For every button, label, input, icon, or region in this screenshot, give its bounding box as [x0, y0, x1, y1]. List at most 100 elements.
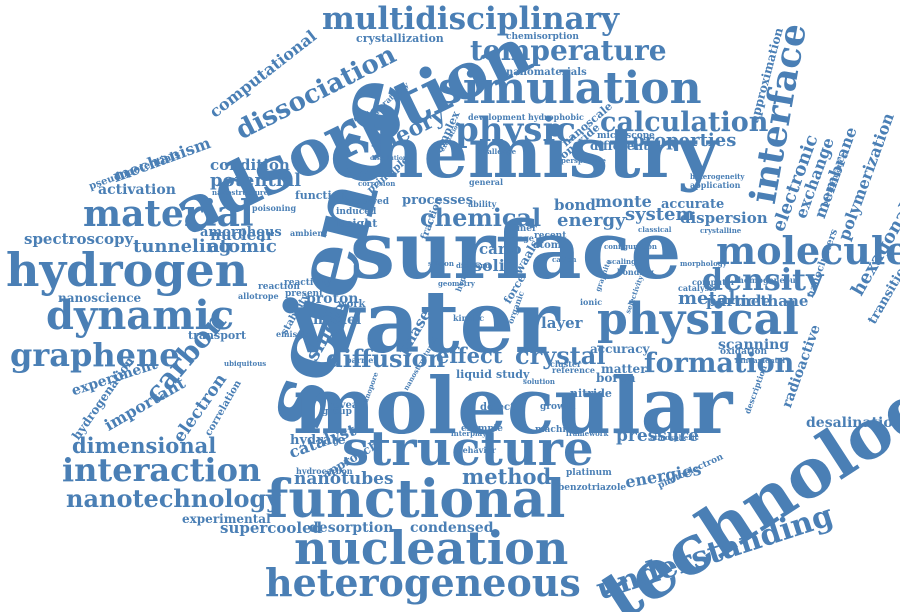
word-system: system	[625, 204, 695, 225]
word-pressure: pressure	[616, 426, 699, 446]
word-spectroscopy: spectroscopy	[24, 230, 134, 248]
word-desorption: desorption	[309, 520, 394, 536]
word-boron: boron	[596, 371, 636, 385]
word-silicon: silicon	[428, 259, 454, 268]
word-interaction: interaction	[62, 451, 262, 489]
word-simulation: simulation	[438, 63, 702, 114]
word-present: present	[285, 289, 324, 299]
word-formation: formation	[644, 348, 795, 379]
word-amorphous: amorphous	[200, 225, 282, 240]
word-perspective: perspective	[561, 156, 607, 165]
word-method: method	[462, 464, 552, 489]
word-homogeneous: homogeneous	[738, 275, 801, 285]
word-effect: effect	[436, 343, 503, 368]
word-desalination: desalination	[806, 415, 900, 431]
word-different: different	[590, 139, 649, 153]
word-study: study	[496, 368, 530, 381]
word-nitride: nitride	[570, 387, 612, 400]
word-recent: recent	[534, 231, 567, 241]
word-particle: particle	[706, 292, 772, 310]
word-supercooled: supercooled	[220, 519, 323, 537]
word-nucleation: nucleation	[294, 521, 569, 575]
word-nuclear: nuclear	[210, 226, 274, 244]
word-molecule: molecule	[716, 228, 900, 273]
word-liquid: liquid	[456, 368, 492, 381]
word-hydrate: hydrate	[290, 433, 346, 448]
word-heterogeneous: heterogeneous	[265, 560, 581, 605]
word-morphology: morphology	[680, 259, 727, 268]
word-barrier: barrier	[346, 355, 378, 365]
word-kinetic: kinetic	[453, 313, 485, 323]
word-methane: methane	[735, 292, 809, 310]
word-density: density	[702, 263, 824, 298]
word-oxidation: oxidation	[720, 347, 768, 357]
word-diffusion: diffusion	[326, 344, 446, 373]
word-chemical: chemical	[420, 203, 542, 232]
word-energy: energy	[557, 210, 626, 231]
word-bond: bond	[554, 196, 596, 214]
word-dimensional: dimensional	[72, 433, 217, 458]
word-molecular: molecular	[293, 361, 733, 452]
word-nanomaterials: nanomaterials	[506, 67, 587, 78]
word-surface: surface	[350, 203, 682, 297]
word-atom: atom	[533, 240, 562, 251]
word-scanning: scanning	[718, 337, 790, 353]
word-experimental: experimental	[182, 512, 271, 526]
word-nanoscience: nanoscience	[58, 291, 142, 305]
word-induced: induced	[336, 207, 377, 217]
word-ubiquitous: ubiquitous	[224, 359, 267, 368]
word-properties: properties	[632, 130, 737, 151]
word-condition: condition	[210, 156, 290, 174]
word-tunneling: tunneling	[133, 236, 232, 257]
word-structure: structure	[342, 421, 594, 477]
word-microscope: microscope	[597, 131, 655, 141]
word-condensed: condensed	[410, 520, 494, 536]
word-growth: growth	[540, 402, 576, 412]
word-dissolution: dissolution	[370, 155, 408, 162]
word-metal: metal	[678, 288, 736, 309]
word-computer: computer	[692, 277, 736, 287]
word-model: model	[313, 312, 362, 328]
word-calculation: calculation	[600, 107, 769, 138]
word-dynamic: dynamic	[46, 292, 235, 339]
word-graphene: graphene	[10, 336, 180, 374]
word-layer: layer	[541, 314, 583, 332]
word-bonding: bonding	[617, 267, 654, 277]
word-solid: solid	[473, 256, 517, 275]
word-reveal: reveal	[328, 400, 363, 411]
word-range: range	[508, 233, 534, 243]
word-accurate: accurate	[661, 197, 725, 212]
word-heterogeneity: heterogeneity	[690, 172, 745, 181]
word-transport: transport	[188, 329, 247, 342]
word-fundamental: fundamental	[735, 356, 785, 365]
word-chemisorption: chemisorption	[506, 32, 579, 42]
word-geometry: geometry	[438, 279, 475, 288]
word-nanostructure: nanostructure	[212, 188, 269, 197]
word-classical: classical	[638, 225, 672, 234]
word-development: development	[468, 112, 526, 122]
word-behavior: behavior	[457, 445, 496, 455]
word-nanotubes: nanotubes	[294, 469, 394, 489]
word-dimer: dimer	[507, 224, 537, 234]
word-hydrophobic: hydrophobic	[528, 112, 584, 122]
word-interplay: interplay	[451, 429, 487, 438]
word-diamond: diamond	[456, 261, 491, 270]
word-ambient: ambient	[290, 228, 327, 238]
word-defect: defect	[480, 402, 515, 413]
word-matter: matter	[601, 362, 647, 376]
word-chemistry: chemistry	[330, 111, 719, 194]
word-material: material	[83, 193, 254, 235]
word-accuracy: accuracy	[590, 342, 650, 356]
word-ability: ability	[468, 199, 497, 209]
word-multidisciplinary: multidisciplinary	[322, 1, 619, 37]
word-crystalline: crystalline	[700, 226, 742, 235]
word-nanotechnology: nanotechnology	[66, 484, 281, 513]
word-crystallization: crystallization	[356, 32, 444, 45]
word-solution: solution	[523, 377, 556, 386]
word-cation: cation	[552, 255, 577, 264]
word-physical: physical	[597, 294, 799, 345]
word-physic: physic	[455, 110, 577, 150]
word-proton: proton	[306, 291, 359, 307]
word-atmospheric: atmospheric	[650, 433, 699, 442]
